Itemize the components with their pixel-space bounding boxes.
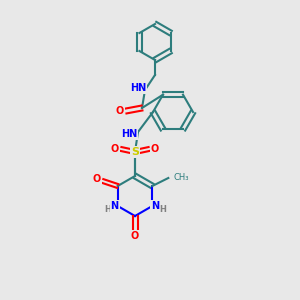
Text: O: O bbox=[151, 144, 159, 154]
Text: O: O bbox=[131, 231, 139, 241]
Text: S: S bbox=[131, 147, 139, 157]
Text: HN: HN bbox=[121, 129, 137, 139]
Text: N: N bbox=[151, 201, 159, 211]
Text: H: H bbox=[104, 206, 111, 214]
Text: O: O bbox=[93, 174, 101, 184]
Text: H: H bbox=[159, 206, 166, 214]
Text: O: O bbox=[111, 144, 119, 154]
Text: HN: HN bbox=[130, 83, 146, 93]
Text: N: N bbox=[111, 201, 119, 211]
Text: O: O bbox=[116, 106, 124, 116]
Text: CH₃: CH₃ bbox=[173, 173, 189, 182]
